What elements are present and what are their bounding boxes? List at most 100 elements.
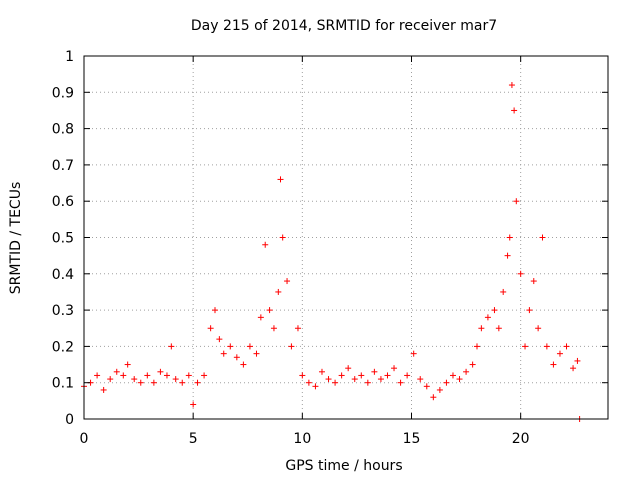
y-tick-label: 0.3 <box>52 303 74 319</box>
data-point <box>172 376 179 383</box>
data-point <box>384 372 391 379</box>
x-tick-label: 15 <box>403 431 421 447</box>
data-point <box>124 361 131 368</box>
data-point <box>207 325 214 332</box>
data-point <box>563 343 570 350</box>
data-point <box>137 379 144 386</box>
x-tick-label: 0 <box>80 431 89 447</box>
data-point <box>294 325 301 332</box>
data-point <box>270 325 277 332</box>
x-tick-label: 5 <box>189 431 198 447</box>
data-point <box>212 307 218 314</box>
data-point <box>530 278 537 285</box>
data-point <box>364 379 371 386</box>
y-tick-label: 0.7 <box>52 158 74 174</box>
data-point <box>504 252 511 259</box>
data-point <box>157 368 164 375</box>
data-point <box>430 394 437 401</box>
data-point <box>190 401 197 408</box>
data-point <box>185 372 192 379</box>
data-point <box>526 307 533 314</box>
grid <box>84 56 608 419</box>
data-point <box>201 372 208 379</box>
y-tick-label: 0 <box>65 412 74 428</box>
data-point <box>233 354 240 361</box>
data-point <box>410 350 417 357</box>
data-point <box>100 386 107 393</box>
data-point <box>107 376 114 383</box>
chart-title: Day 215 of 2014, SRMTID for receiver mar… <box>191 18 497 34</box>
data-point <box>284 278 291 285</box>
data-point <box>371 368 378 375</box>
data-point <box>150 379 157 386</box>
data-point <box>216 336 223 343</box>
data-point <box>469 361 476 368</box>
data-point <box>345 365 352 372</box>
data-point <box>543 343 550 350</box>
data-point <box>570 365 577 372</box>
y-axis-label: SRMTID / TECUs <box>8 182 24 295</box>
data-point <box>478 325 485 332</box>
data-point <box>463 368 470 375</box>
data-point <box>417 376 424 383</box>
data-point <box>144 372 151 379</box>
data-point <box>474 343 480 350</box>
data-point <box>266 307 273 314</box>
data-point <box>332 379 339 386</box>
y-tick-label: 0.8 <box>52 122 74 138</box>
data-point <box>279 234 286 241</box>
data-point <box>299 372 306 379</box>
data-point <box>113 368 120 375</box>
data-point <box>94 372 101 379</box>
plot-frame <box>83 55 609 420</box>
data-point <box>449 372 456 379</box>
data-point <box>275 288 282 295</box>
data-points <box>81 82 583 422</box>
data-point <box>168 343 175 350</box>
data-point <box>220 350 227 357</box>
data-point <box>277 176 284 183</box>
data-point <box>338 372 345 379</box>
x-axis-label: GPS time / hours <box>285 458 402 474</box>
data-point <box>377 376 384 383</box>
data-point <box>262 241 269 248</box>
data-point <box>318 368 325 375</box>
y-tick-label: 0.1 <box>52 376 74 392</box>
data-point <box>495 325 502 332</box>
y-tick-label: 0.9 <box>52 85 74 101</box>
data-point <box>194 379 201 386</box>
data-point <box>423 383 430 390</box>
data-point <box>391 365 398 372</box>
data-point <box>404 372 411 379</box>
y-tick-label: 0.6 <box>52 194 74 210</box>
data-point <box>539 234 546 241</box>
data-point <box>227 343 234 350</box>
data-point <box>484 314 491 321</box>
data-point <box>517 270 524 277</box>
data-point <box>511 107 518 114</box>
data-point <box>550 361 557 368</box>
data-point <box>500 288 507 295</box>
data-point <box>574 357 581 364</box>
x-tick-label: 10 <box>293 431 311 447</box>
data-point <box>240 361 247 368</box>
y-tick-label: 0.4 <box>52 267 74 283</box>
data-point <box>491 307 498 314</box>
data-point <box>131 376 138 383</box>
data-point <box>506 234 513 241</box>
data-point <box>351 376 358 383</box>
data-point <box>325 376 332 383</box>
data-point <box>556 350 563 357</box>
data-point <box>179 379 186 386</box>
data-point <box>257 314 264 321</box>
data-point <box>305 379 312 386</box>
data-point <box>436 386 443 393</box>
data-point <box>358 372 365 379</box>
x-tick-label: 20 <box>512 431 530 447</box>
data-point <box>312 383 319 390</box>
data-point <box>513 198 520 205</box>
data-point <box>535 325 542 332</box>
data-point <box>246 343 253 350</box>
axis-ticks: 00.10.20.30.40.50.60.70.80.910 5 10 15 20 <box>52 49 608 447</box>
data-point <box>163 372 170 379</box>
